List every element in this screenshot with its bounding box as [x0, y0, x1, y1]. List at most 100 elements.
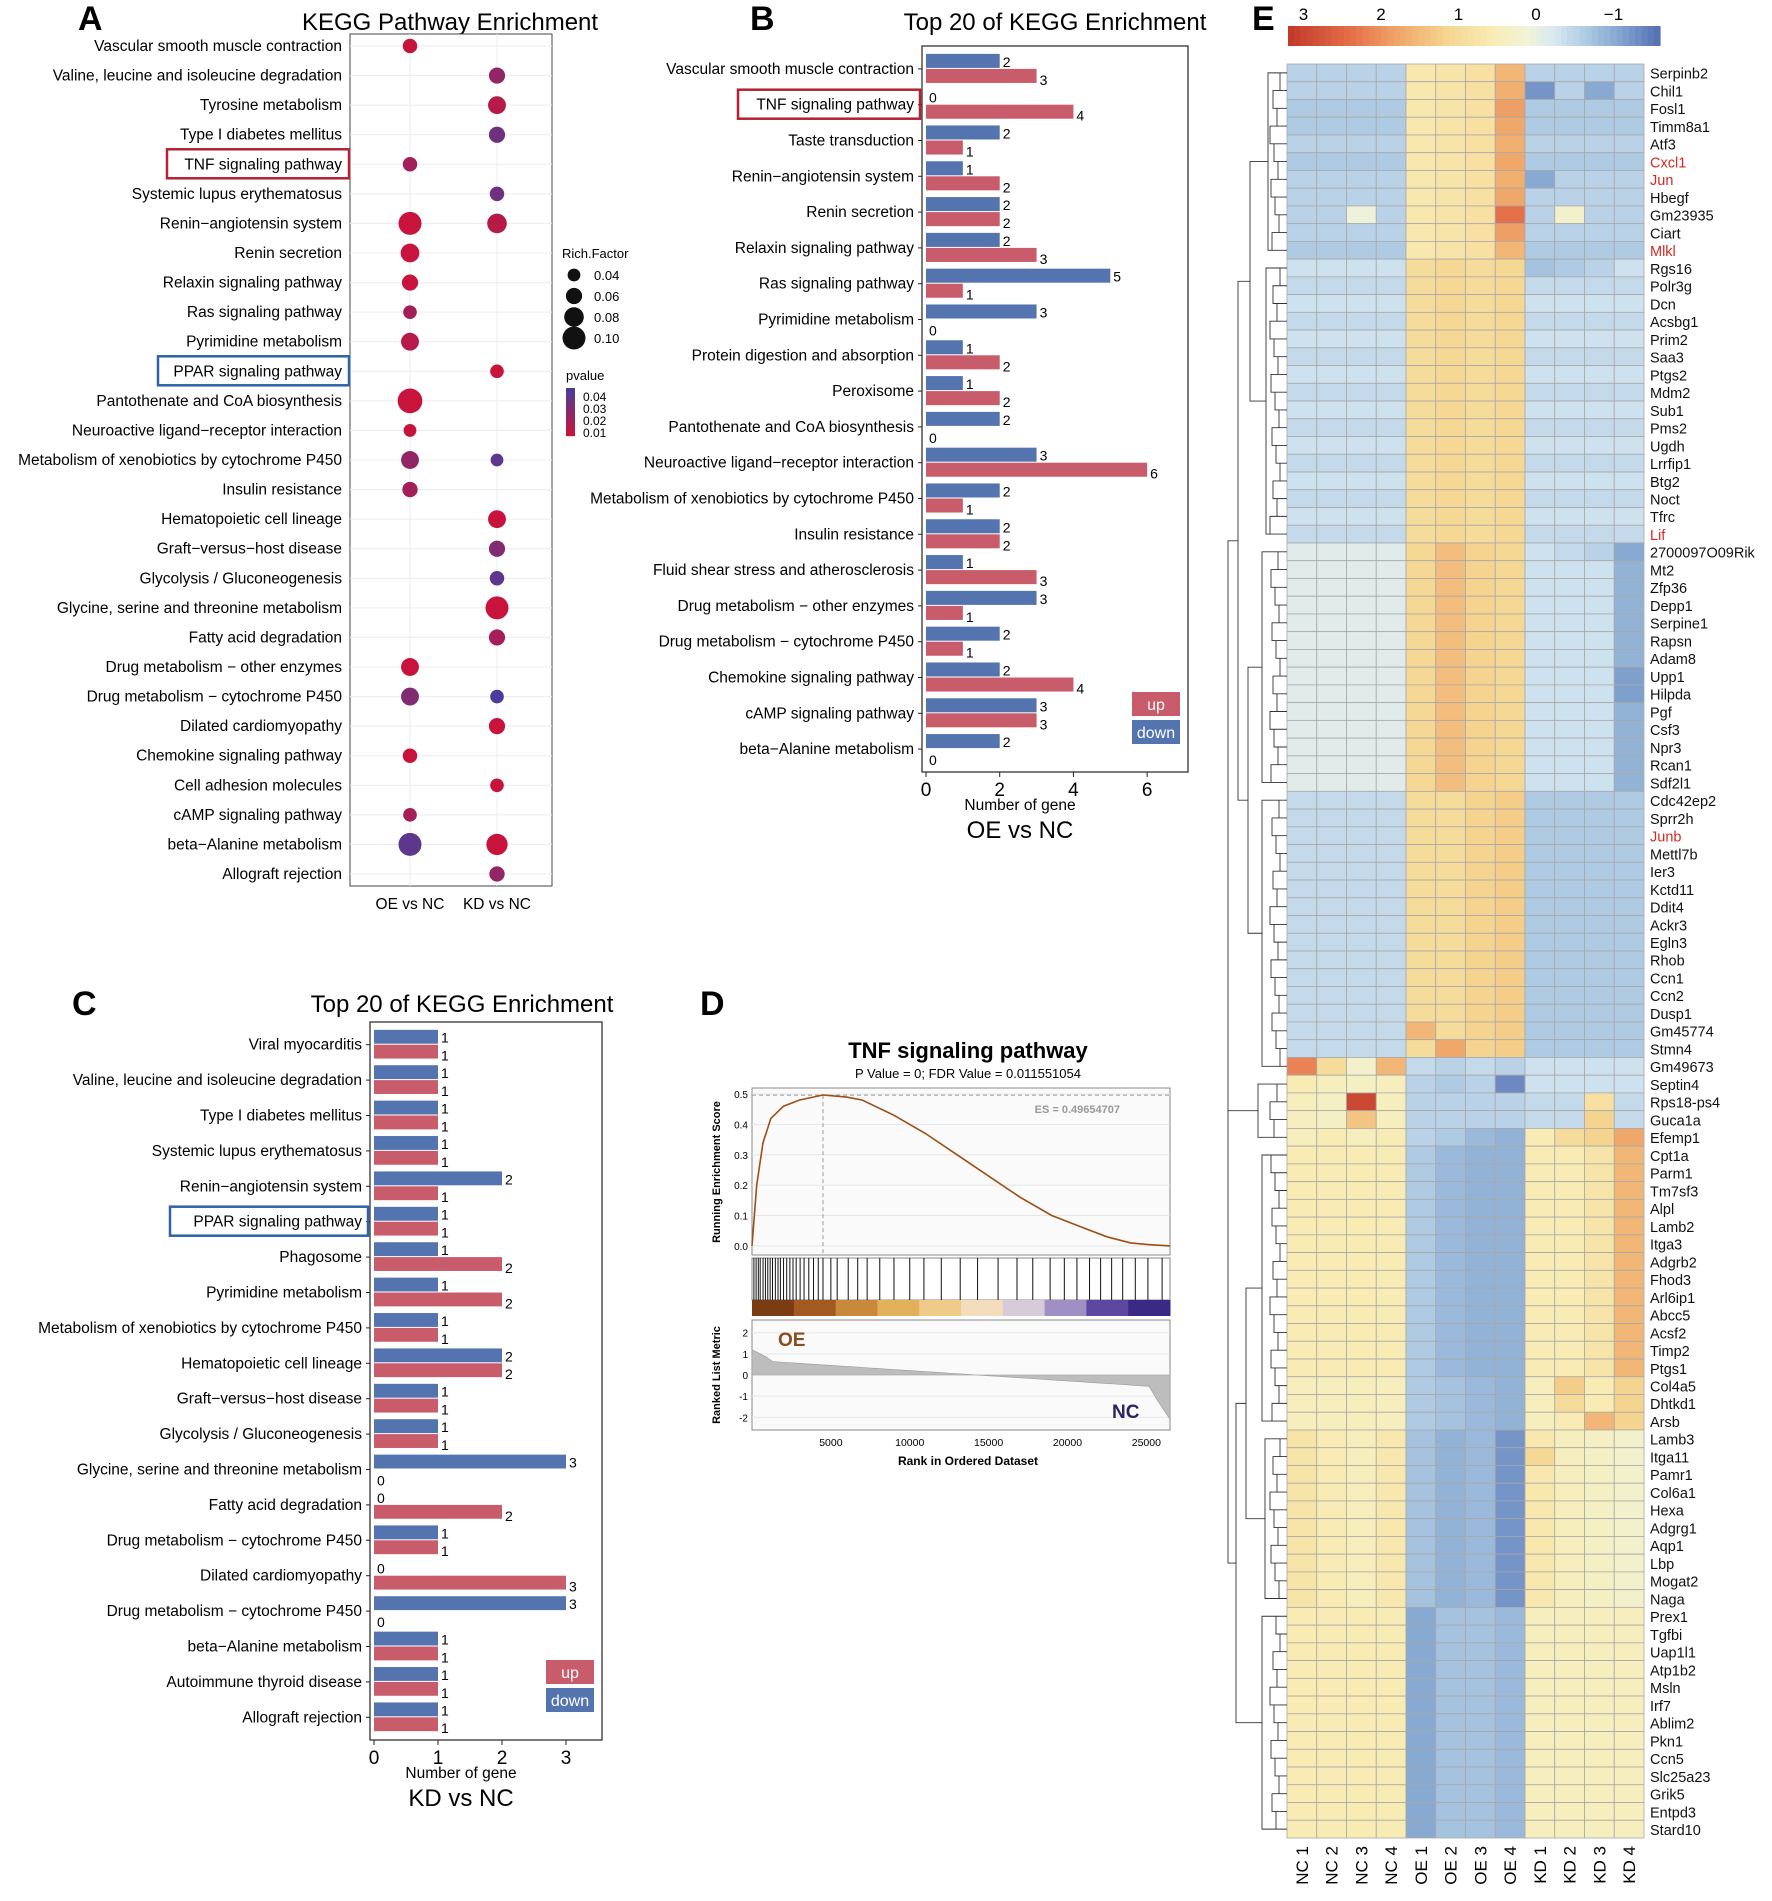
chart-title: Top 20 of KEGG Enrichment	[904, 9, 1207, 36]
heatmap-cell	[1494, 808, 1526, 828]
heatmap-cell	[1465, 1287, 1496, 1307]
heatmap-cell	[1584, 1394, 1615, 1413]
gene-label: Zfp36	[1650, 581, 1687, 597]
bar-label-up: 2	[1003, 537, 1011, 553]
heatmap-cell	[1584, 861, 1615, 881]
scale-swatch	[1337, 26, 1345, 46]
heatmap-cell	[1613, 1571, 1645, 1591]
heatmap-cell	[1613, 773, 1645, 792]
heatmap-cell	[1554, 737, 1585, 757]
heatmap-cell	[1316, 1731, 1347, 1750]
heatmap-cell	[1524, 1536, 1556, 1555]
heatmap-cell	[1346, 1589, 1377, 1608]
heatmap-cell	[1613, 1092, 1645, 1112]
heatmap-cell	[1405, 578, 1437, 597]
heatmap-cell	[1613, 524, 1645, 544]
heatmap-cell	[1435, 1057, 1466, 1076]
chart-title: Top 20 of KEGG Enrichment	[311, 991, 614, 1018]
heatmap-cell	[1524, 1252, 1556, 1271]
heatmap-cell	[1465, 1074, 1496, 1094]
gene-label: Aqp1	[1650, 1539, 1684, 1555]
heatmap-cell	[1554, 986, 1585, 1005]
heatmap-cell	[1494, 826, 1526, 845]
heatmap-cell	[1286, 1536, 1318, 1555]
heatmap-cell	[1375, 1518, 1407, 1537]
heatmap-cell	[1375, 1819, 1407, 1839]
heatmap-cell	[1375, 63, 1407, 83]
heatmap-cell	[1435, 897, 1466, 916]
heatmap-cell	[1613, 1145, 1645, 1165]
size-legend-label: 0.04	[594, 268, 619, 283]
heatmap-cell	[1524, 1465, 1556, 1484]
heatmap-cell	[1346, 1606, 1377, 1626]
heatmap-cell	[1465, 1500, 1496, 1520]
heatmap-cell	[1286, 524, 1318, 544]
heatmap-cell	[1584, 1536, 1615, 1555]
heatmap-cell	[1465, 1482, 1496, 1502]
heatmap-cell	[1494, 489, 1526, 508]
rank-color-band	[1002, 1300, 1046, 1316]
heatmap-cell	[1524, 1305, 1556, 1324]
x-tick-label: 4	[1068, 780, 1079, 801]
gene-label: Pkn1	[1650, 1734, 1683, 1750]
legend-label-up: up	[1147, 697, 1165, 714]
heatmap-cell	[1346, 1394, 1377, 1413]
heatmap-cell	[1584, 613, 1615, 633]
bar-down	[374, 1029, 438, 1044]
heatmap-cell	[1316, 719, 1347, 739]
heatmap-cell	[1524, 240, 1556, 260]
gene-label: Stard10	[1650, 1823, 1701, 1839]
chart-title: KEGG Pathway Enrichment	[302, 9, 598, 36]
heatmap-cell	[1375, 1642, 1407, 1661]
heatmap-cell	[1316, 507, 1347, 526]
heatmap-cell	[1286, 1057, 1318, 1076]
y-tick-label: Ras signaling pathway	[187, 304, 342, 321]
heatmap-cell	[1405, 489, 1437, 508]
heatmap-cell	[1375, 578, 1407, 597]
heatmap-cell	[1435, 134, 1466, 154]
heatmap-cell	[1584, 1784, 1615, 1803]
bar-label-down: 2	[1003, 126, 1011, 142]
heatmap-cell	[1494, 116, 1526, 136]
heatmap-cell	[1524, 1394, 1556, 1413]
heatmap-cell	[1494, 205, 1526, 225]
scale-swatch	[1585, 26, 1593, 46]
heatmap-cell	[1613, 1340, 1645, 1360]
gene-label: 2700097O09Rik	[1650, 546, 1756, 562]
heatmap-cell	[1435, 631, 1466, 650]
heatmap-cell	[1524, 542, 1556, 562]
heatmap-cell	[1465, 1660, 1496, 1679]
heatmap-cell	[1613, 1057, 1645, 1076]
heatmap-cell	[1346, 719, 1377, 739]
heatmap-cell	[1316, 400, 1347, 420]
heatmap-cell	[1405, 613, 1437, 633]
bar-label-down: 1	[441, 1313, 449, 1329]
heatmap-cell	[1405, 1145, 1437, 1165]
scale-tick-label: −1	[1604, 5, 1623, 24]
heatmap-cell	[1465, 1181, 1496, 1200]
heatmap-cell	[1465, 1305, 1496, 1324]
y-tick-label: Vascular smooth muscle contraction	[94, 38, 342, 55]
scale-swatch	[1381, 26, 1388, 46]
heatmap-cell	[1375, 826, 1407, 845]
enrichment-dot	[488, 126, 506, 143]
bar-up	[926, 176, 1000, 191]
heatmap-cell	[1286, 81, 1318, 100]
y-tick-label: Drug metabolism − cytochrome P450	[107, 1603, 363, 1620]
heatmap-cell	[1435, 187, 1466, 207]
heatmap-cell	[1584, 205, 1615, 225]
heatmap-cell	[1613, 1003, 1645, 1023]
heatmap-cell	[1465, 187, 1496, 207]
heatmap-cell	[1554, 1394, 1585, 1413]
heatmap-cell	[1554, 1305, 1585, 1324]
heatmap-cell	[1346, 1376, 1377, 1395]
heatmap-cell	[1613, 1305, 1645, 1324]
heatmap-cell	[1584, 719, 1615, 739]
gene-label: Col4a5	[1650, 1380, 1696, 1396]
rank-color-band	[752, 1300, 795, 1316]
heatmap-cell	[1554, 844, 1585, 863]
heatmap-cell	[1405, 81, 1437, 100]
heatmap-cell	[1465, 489, 1496, 508]
heatmap-cell	[1435, 950, 1466, 970]
heatmap-cell	[1435, 773, 1466, 792]
